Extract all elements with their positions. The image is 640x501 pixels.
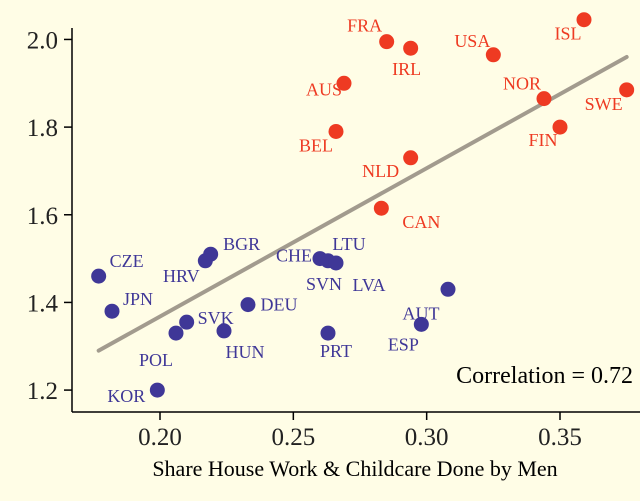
axes: 1.2 1.4 1.6 1.8 2.0 0.20 0.25 0.30 0.35 [27, 27, 640, 451]
point-label-jpn: JPN [123, 289, 153, 309]
point-label-aut: AUT [403, 303, 440, 323]
point-svk [179, 314, 195, 330]
x-tick-label: 0.25 [271, 424, 315, 451]
correlation-annotation: Correlation = 0.72 [456, 363, 633, 389]
point-swe [619, 82, 635, 98]
point-label-prt: PRT [320, 341, 352, 361]
point-cze [91, 268, 107, 284]
point-label-nor: NOR [503, 74, 541, 94]
point-isl [576, 12, 592, 28]
point-label-esp: ESP [388, 334, 419, 354]
y-tick-label: 1.8 [27, 115, 58, 142]
point-label-usa: USA [454, 31, 490, 51]
x-tick-label: 0.30 [405, 424, 449, 451]
point-label-bel: BEL [299, 135, 333, 155]
point-prt [320, 325, 336, 341]
point-label-irl: IRL [392, 59, 421, 79]
point-label-bgr: BGR [223, 234, 260, 254]
point-aut [413, 316, 429, 332]
point-kor [149, 382, 165, 398]
point-label-nld: NLD [362, 161, 399, 181]
point-label-svn: SVN [306, 274, 342, 294]
point-label-fra: FRA [347, 16, 382, 36]
point-irl [403, 40, 419, 56]
point-label-svk: SVK [198, 308, 234, 328]
y-tick-label: 1.4 [27, 290, 59, 317]
point-labels-layer: ISL FRA IRL USA AUS SWE NOR FIN BEL NLD CAN BGR HRV C… [107, 16, 622, 406]
x-tick-label: 0.35 [538, 424, 582, 451]
point-label-cze: CZE [110, 251, 144, 271]
point-hun [216, 323, 232, 339]
y-tick-label: 1.2 [27, 378, 58, 405]
point-hrv [197, 253, 213, 269]
point-can [373, 200, 389, 216]
point-fin [552, 119, 568, 135]
point-usa [485, 47, 501, 63]
point-label-ltu: LTU [332, 234, 365, 254]
point-svn [328, 255, 344, 271]
point-label-deu: DEU [261, 295, 298, 315]
points-layer [91, 12, 635, 398]
point-label-can: CAN [402, 212, 440, 232]
point-aus [336, 75, 352, 91]
point-label-che: CHE [276, 246, 312, 266]
point-fra [379, 34, 395, 50]
point-bel [328, 123, 344, 139]
point-nld [403, 150, 419, 166]
y-tick-label: 1.6 [27, 203, 58, 230]
point-label-swe: SWE [585, 94, 623, 114]
point-label-fin: FIN [528, 130, 557, 150]
x-axis-label: Share House Work & Childcare Done by Men [152, 456, 557, 481]
point-jpn [104, 303, 120, 319]
point-label-aus: AUS [306, 79, 342, 99]
point-nor [536, 91, 552, 107]
point-lva [440, 281, 456, 297]
point-label-kor: KOR [107, 386, 145, 406]
y-tick-label: 2.0 [27, 27, 58, 54]
point-label-pol: POL [139, 350, 173, 370]
point-deu [240, 297, 256, 313]
point-label-lva: LVA [352, 275, 385, 295]
trend-line [96, 54, 629, 353]
point-label-hrv: HRV [163, 266, 200, 286]
point-label-hun: HUN [226, 342, 265, 362]
point-pol [168, 325, 184, 341]
point-label-isl: ISL [555, 24, 582, 44]
x-tick-label: 0.20 [138, 424, 182, 451]
trend-layer [96, 54, 629, 353]
